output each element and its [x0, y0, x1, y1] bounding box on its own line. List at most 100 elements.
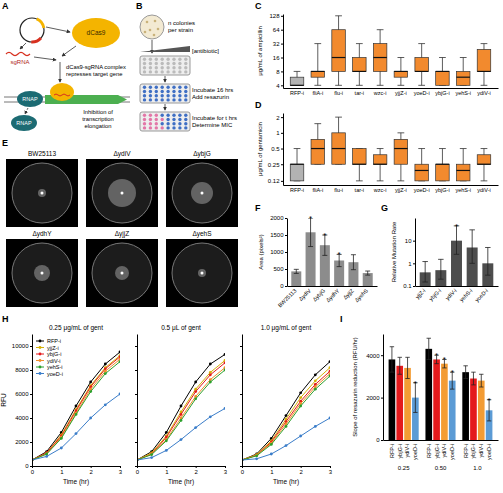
tick-label: 1: [165, 469, 169, 475]
plate: [140, 84, 190, 103]
axis-title-line: RFU: [0, 393, 7, 407]
tick: 1.0: [473, 465, 482, 471]
tick-label: 8: [276, 69, 280, 75]
tick: tar-i: [355, 90, 364, 96]
median: [477, 164, 491, 165]
median: [290, 85, 304, 86]
well: [149, 86, 152, 89]
tick-label: 64: [273, 27, 280, 33]
tick-mark: [281, 58, 283, 59]
bar-label: RFP-i: [426, 444, 432, 458]
tick: 2: [276, 115, 283, 121]
tick-label: 2000: [270, 215, 284, 221]
chart: 48163264128RFP-ifliA-iflu-itar-iwzc-iyjj…: [257, 13, 499, 96]
tick: yehS-i: [458, 288, 473, 303]
tick: 2000: [15, 439, 32, 445]
error-cap: [390, 346, 394, 347]
tick-mark: [240, 346, 242, 347]
panel-letter: B: [136, 1, 143, 11]
well: [155, 118, 158, 121]
whisker-cap: [294, 71, 301, 72]
tick-mark: [240, 442, 242, 443]
tick-mark: [91, 466, 92, 468]
well: [184, 118, 187, 121]
well: [143, 118, 146, 121]
line: [242, 371, 330, 460]
whisker-cap: [398, 180, 405, 181]
whisker-cap: [418, 85, 425, 86]
whisker-cap: [356, 43, 363, 44]
tick: 10000: [12, 343, 32, 349]
legend-label: yjjZ-i: [47, 345, 59, 351]
median: [353, 164, 367, 165]
median: [436, 164, 450, 165]
legend-marker: [39, 346, 42, 349]
tick-label: RFP-i: [290, 90, 304, 96]
point: [75, 432, 78, 435]
tick: [135, 370, 137, 371]
point: [60, 437, 63, 440]
point: [45, 453, 48, 456]
tick-mark: [285, 252, 287, 253]
tick-mark: [135, 370, 137, 371]
error-cap: [427, 338, 431, 339]
box: [332, 133, 346, 164]
well: [149, 118, 152, 121]
box: [311, 139, 325, 164]
error-bar: [473, 372, 474, 385]
tick-label: tar-i: [355, 90, 364, 96]
well: [149, 90, 152, 93]
well: [143, 114, 146, 117]
significance: *: [455, 222, 458, 231]
tick-mark: [240, 394, 242, 395]
axis-title-line: μg/mL of gentamicin: [257, 122, 263, 176]
error-bar: [472, 230, 473, 263]
tick: yjjZ-i: [395, 90, 407, 96]
error-cap: [471, 372, 475, 373]
tick-mark: [196, 466, 197, 468]
axis-title-line: μg/mL of ampicillin: [257, 26, 263, 76]
well: [166, 58, 169, 61]
point: [299, 396, 302, 399]
error-cap: [422, 282, 427, 283]
tick: yoeD-i: [414, 187, 430, 193]
tick-label: 2000: [366, 395, 380, 401]
plot-area: [290, 117, 490, 181]
tick-mark: [30, 394, 32, 395]
tick-label: 0: [136, 469, 140, 475]
well: [166, 98, 169, 101]
arrow: [25, 108, 28, 114]
x-axis: 0123: [241, 466, 333, 475]
tick-label: 1: [270, 469, 274, 475]
tick: 128: [269, 13, 283, 19]
well: [143, 66, 146, 69]
point: [224, 353, 225, 356]
tick-mark: [281, 133, 283, 134]
tick-label: 2: [276, 115, 280, 121]
point: [329, 417, 330, 420]
tick-mark: [30, 346, 32, 347]
median: [394, 148, 408, 149]
panel-letter: D: [255, 100, 262, 110]
x-axis: BW25113ΔydiVΔybjGΔydhYΔyjjZΔyehS: [277, 287, 378, 309]
tick: 0.1: [403, 283, 415, 289]
tick-mark: [271, 466, 272, 468]
well: [143, 122, 146, 125]
tick-label: 3: [119, 469, 123, 475]
box: [311, 71, 325, 77]
label: ΔyjjZ: [115, 230, 129, 238]
tick: 0: [241, 466, 245, 475]
box: [353, 149, 367, 165]
bar-label: RFP-i: [389, 444, 395, 458]
whisker-cap: [314, 85, 321, 86]
error-cap: [471, 384, 475, 385]
tick-mark: [240, 370, 242, 371]
tick: yoeD-i: [474, 288, 489, 303]
significance: *: [338, 250, 341, 259]
error-cap: [450, 389, 454, 390]
tick-label: 1: [408, 261, 412, 267]
label: Determine MIC: [192, 122, 233, 128]
chart: 0.120.250.512RFP-ifliA-iflu-itar-iwzc-iy…: [257, 114, 499, 193]
well: [161, 122, 164, 125]
tick: [135, 442, 137, 443]
